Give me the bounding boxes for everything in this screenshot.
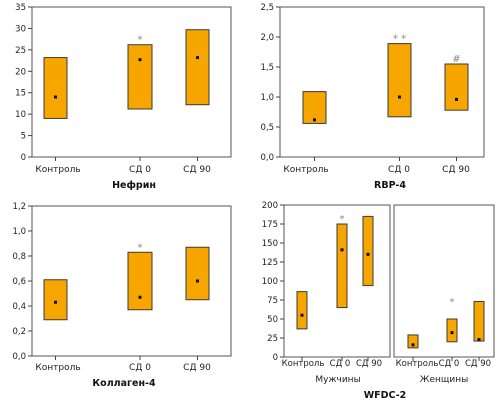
wfdc2-ytick-label: 75 (267, 296, 278, 306)
wfdc2-group-1-box-2 (336, 223, 348, 309)
wfdc2-group-2-median-1 (411, 343, 415, 347)
collagen4-box-1 (43, 279, 68, 321)
collagen4-significance-1: * (138, 242, 143, 253)
wfdc2-ytick-label: 175 (262, 220, 278, 230)
wfdc2-ytick-label: 25 (267, 334, 278, 344)
wfdc2-group-2-box-3 (473, 301, 485, 342)
nephrin-median-1 (54, 95, 57, 99)
nephrin-ytick-label: 10 (15, 110, 26, 120)
wfdc2-xtick-label: СД 0 (439, 359, 460, 369)
nephrin-ytick-label: 25 (15, 46, 26, 56)
wfdc2-group-label: Женщины (420, 375, 468, 385)
wfdc2-group-2-significance-1: * (450, 297, 455, 308)
wfdc2-ytick-label: 0 (273, 353, 278, 363)
collagen4-ytick-label: 0,2 (12, 327, 26, 337)
wfdc2-group-2-median-2 (450, 331, 454, 335)
rbp4-significance-1: * * (393, 34, 406, 45)
rbp4-box-3 (444, 63, 469, 111)
wfdc2-group-2-box-2 (446, 318, 458, 343)
nephrin-ytick-label: 20 (15, 67, 26, 77)
wfdc2-group-1-box-1 (296, 291, 308, 330)
wfdc2-group-label: Мужчины (315, 375, 360, 385)
nephrin-median-3 (196, 56, 199, 60)
wfdc2-xtick-label: Контроль (396, 359, 439, 369)
wfdc2-xtick-label: Контроль (282, 359, 325, 369)
rbp4-median-2 (398, 95, 401, 99)
nephrin-box-3 (185, 29, 210, 106)
wfdc2-xtick-label: СД 90 (465, 359, 491, 369)
collagen4-median-2 (138, 295, 142, 299)
wfdc2-xtick-label: СД 90 (356, 359, 382, 369)
nephrin-xtick-label: СД 90 (183, 165, 211, 175)
wfdc2-group-1-median-1 (300, 313, 304, 317)
collagen4-xtick-label: СД 90 (183, 363, 211, 373)
collagen4-ytick-label: 0,0 (12, 352, 26, 362)
wfdc2-group-2-median-3 (477, 338, 481, 342)
rbp4-xtick-label: СД 90 (442, 165, 470, 175)
collagen4-title: Коллаген-4 (92, 378, 156, 389)
wfdc2-group-1-box-3 (362, 215, 374, 287)
rbp4-box-2 (387, 43, 412, 118)
wfdc2-ytick-label: 125 (262, 258, 278, 268)
collagen4-xtick-label: Контроль (35, 363, 80, 373)
collagen4-box-3 (185, 246, 210, 301)
rbp4-ytick-label: 0,0 (260, 153, 274, 163)
nephrin-frame (31, 6, 232, 158)
nephrin-ytick-label: 0 (21, 153, 26, 163)
rbp4-ytick-label: 2,5 (260, 3, 274, 13)
nephrin-significance-1: * (138, 35, 143, 46)
wfdc2-title: WFDC-2 (364, 390, 407, 401)
nephrin-ytick-label: 15 (15, 89, 26, 99)
nephrin-title: Нефрин (112, 180, 156, 191)
collagen4-median-3 (196, 279, 199, 283)
collagen4-ytick-label: 1,2 (12, 202, 26, 212)
rbp4-box-1 (302, 91, 327, 124)
rbp4-ytick-label: 1,5 (260, 63, 274, 73)
wfdc2-group-1-significance-1: * (340, 214, 345, 225)
collagen4-median-1 (54, 300, 57, 304)
rbp4-ytick-label: 0,5 (260, 123, 274, 133)
rbp4-median-3 (455, 97, 458, 101)
wfdc2-group-1-median-3 (366, 252, 370, 256)
wfdc2-ytick-label: 150 (262, 239, 278, 249)
rbp4-ytick-label: 2,0 (260, 33, 274, 43)
nephrin-xtick-label: Контроль (35, 165, 80, 175)
nephrin-xtick-label: СД 0 (129, 165, 151, 175)
nephrin-ytick-label: 5 (21, 132, 26, 142)
rbp4-xtick-label: Контроль (283, 165, 328, 175)
nephrin-box-2 (127, 44, 153, 110)
nephrin-median-2 (138, 58, 142, 62)
nephrin-ytick-label: 30 (15, 24, 26, 34)
collagen4-ytick-label: 0,4 (12, 302, 26, 312)
wfdc2-ytick-label: 100 (262, 277, 278, 287)
rbp4-median-1 (313, 118, 316, 122)
wfdc2-ytick-label: 200 (262, 201, 278, 211)
wfdc2-xtick-label: СД 0 (330, 359, 351, 369)
nephrin-box-1 (43, 57, 68, 119)
rbp4-significance-2: # (452, 54, 460, 65)
rbp4-frame (279, 6, 485, 158)
rbp4-ytick-label: 1,0 (260, 93, 274, 103)
collagen4-ytick-label: 0,6 (12, 277, 26, 287)
collagen4-ytick-label: 1,0 (12, 227, 26, 237)
wfdc2-group-1-median-2 (340, 248, 344, 252)
collagen4-ytick-label: 0,8 (12, 252, 26, 262)
wfdc2-group-2-frame (393, 204, 495, 358)
rbp4-xtick-label: СД 0 (388, 165, 410, 175)
rbp4-title: RBP-4 (374, 180, 406, 191)
collagen4-xtick-label: СД 0 (129, 363, 151, 373)
wfdc2-ytick-label: 50 (267, 315, 278, 325)
nephrin-ytick-label: 35 (15, 3, 26, 13)
collagen4-box-2 (127, 251, 153, 311)
wfdc2-group-2-box-1 (407, 334, 419, 349)
